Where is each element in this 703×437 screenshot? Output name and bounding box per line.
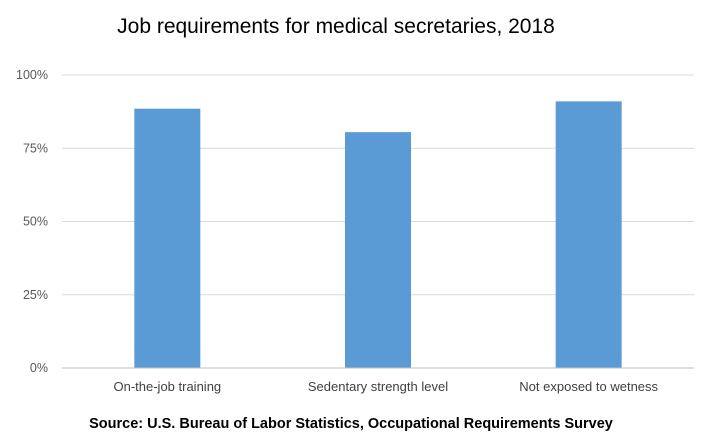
- bars: [134, 101, 622, 369]
- bar: [345, 132, 411, 368]
- x-category-label: On-the-job training: [113, 379, 221, 394]
- bar: [555, 101, 622, 369]
- x-category-label: Not exposed to wetness: [519, 379, 658, 394]
- y-tick-label: 0%: [30, 361, 48, 375]
- x-axis-category-labels: On-the-job training Sedentary strength le…: [113, 379, 658, 394]
- source-note: Source: U.S. Bureau of Labor Statistics,…: [89, 416, 613, 432]
- chart-title: Job requirements for medical secretaries…: [117, 15, 555, 38]
- bar: [134, 108, 201, 368]
- y-tick-label: 25%: [23, 288, 48, 302]
- y-tick-label: 75%: [23, 141, 48, 155]
- y-tick-label: 100%: [16, 68, 48, 82]
- y-tick-label: 50%: [23, 215, 48, 229]
- y-axis-tick-labels: 0% 25% 50% 75% 100%: [16, 68, 48, 375]
- x-category-label: Sedentary strength level: [308, 379, 448, 394]
